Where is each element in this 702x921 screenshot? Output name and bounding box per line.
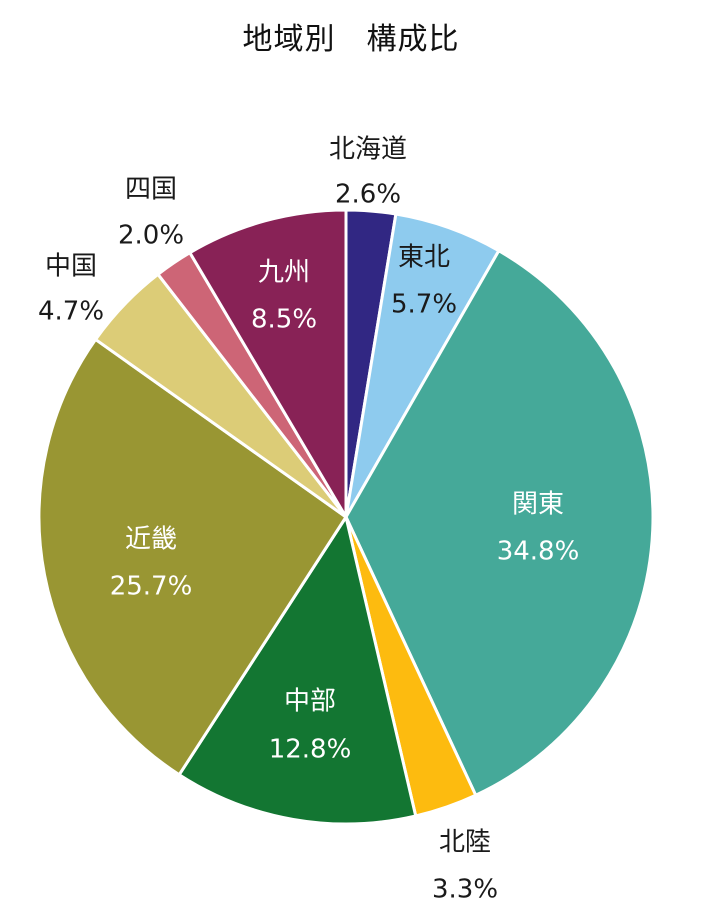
slice-label-name-7: 四国: [125, 175, 177, 205]
chart-title: 地域別 構成比: [242, 22, 460, 57]
slice-label-value-8: 8.5%: [251, 305, 317, 335]
slice-label-name-1: 東北: [398, 243, 450, 273]
slice-label-name-5: 近畿: [125, 525, 177, 555]
slice-label-name-8: 九州: [258, 258, 310, 288]
pie-slice-2: [344, 249, 655, 797]
slice-label-name-3: 北陸: [439, 828, 491, 858]
slice-label-value-5: 25.7%: [110, 572, 193, 602]
slice-label-name-6: 中国: [45, 252, 97, 282]
slice-label-value-1: 5.7%: [391, 290, 457, 320]
slice-label-name-0: 北海道: [329, 135, 407, 165]
pie-slice-4: [177, 515, 418, 826]
pie-labels: 北海道 2.6% 東北 5.7% 関東 34.8% 北陸 3.3% 中部 12.8% 近畿 25.7%…: [38, 135, 579, 905]
slice-label-value-2: 34.8%: [497, 537, 580, 567]
slice-label-value-0: 2.6%: [335, 180, 401, 210]
slice-label-value-4: 12.8%: [269, 735, 352, 765]
slice-label-value-6: 4.7%: [38, 297, 104, 327]
slice-label-value-3: 3.3%: [432, 875, 498, 905]
pie-slice-8: [188, 208, 348, 519]
pie-slice-5: [37, 337, 348, 777]
slice-label-value-7: 2.0%: [118, 221, 184, 251]
slice-label-name-2: 関東: [512, 490, 564, 520]
pie-slices: [37, 208, 655, 826]
slice-label-name-4: 中部: [284, 687, 336, 717]
